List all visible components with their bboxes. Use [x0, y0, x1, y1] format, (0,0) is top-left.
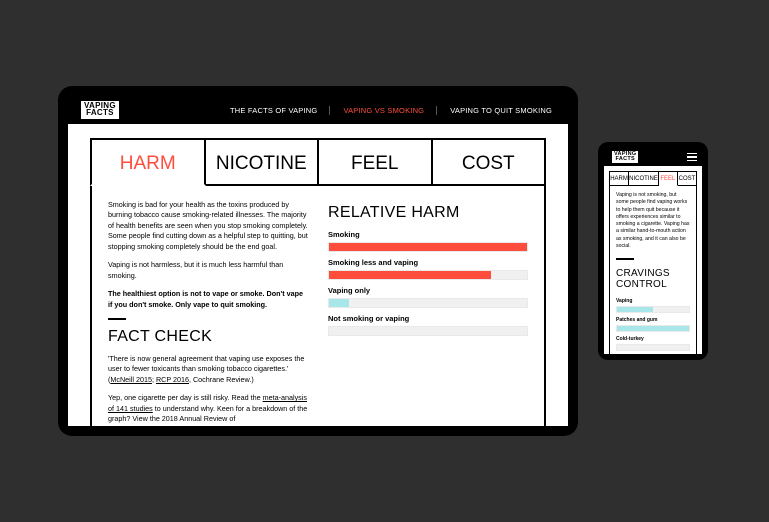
- tab-feel[interactable]: FEEL: [319, 138, 433, 186]
- logo[interactable]: VAPING FACTS: [80, 100, 120, 120]
- nav-quit[interactable]: VAPING TO QUIT SMOKING: [444, 106, 558, 115]
- phone-device: VAPING FACTS HARM NICOTINE FEEL COST Vap…: [598, 142, 708, 360]
- left-column: Smoking is bad for your health as the to…: [108, 200, 308, 426]
- logo-line2: FACTS: [84, 110, 116, 117]
- tab-nicotine[interactable]: NICOTINE: [206, 138, 320, 186]
- intro-para-3-strong: The healthiest option is not to vape or …: [108, 289, 303, 308]
- site-header: VAPING FACTS THE FACTS OF VAPING VAPING …: [68, 96, 568, 124]
- bar-track: [616, 325, 690, 332]
- primary-nav: THE FACTS OF VAPING VAPING VS SMOKING VA…: [224, 106, 558, 115]
- intro-para-3: The healthiest option is not to vape or …: [108, 289, 308, 310]
- logo-mobile-line2: FACTS: [614, 157, 636, 162]
- fact-para-1: 'There is now general agreement that vap…: [108, 354, 308, 385]
- bar-fill: [329, 299, 349, 307]
- tabs-row: HARM NICOTINE FEEL COST: [90, 138, 546, 186]
- intro-para-1: Smoking is bad for your health as the to…: [108, 200, 308, 252]
- tablet-device: VAPING FACTS THE FACTS OF VAPING VAPING …: [58, 86, 578, 436]
- phone-screen: VAPING FACTS HARM NICOTINE FEEL COST Vap…: [604, 148, 702, 354]
- bar-label: Cold-turkey: [616, 336, 690, 342]
- bar-track: [328, 270, 528, 280]
- mtab-harm[interactable]: HARM: [609, 171, 629, 186]
- mobile-tab-content: Vaping is not smoking, but some people f…: [609, 186, 697, 354]
- right-column: RELATIVE HARM Smoking Smoking less and va…: [328, 200, 528, 426]
- bar-label: Smoking less and vaping: [328, 258, 528, 267]
- bar-fill: [617, 307, 653, 312]
- mtab-cost[interactable]: COST: [678, 171, 697, 186]
- fact-link-mcneill[interactable]: McNeill 2015: [110, 375, 152, 384]
- fact-p1-b: , Cochrane Review.): [189, 375, 254, 384]
- fact-p2-a: Yep, one cigarette per day is still risk…: [108, 393, 263, 402]
- bar-label: Smoking: [328, 230, 528, 239]
- bar-label: Vaping: [616, 298, 690, 304]
- tablet-screen: VAPING FACTS THE FACTS OF VAPING VAPING …: [68, 96, 568, 426]
- menu-icon[interactable]: [687, 153, 697, 162]
- bar-label: Vaping only: [328, 286, 528, 295]
- fact-check-heading: FACT CHECK: [108, 318, 308, 346]
- tab-content: Smoking is bad for your health as the to…: [90, 186, 546, 426]
- tab-cost[interactable]: COST: [433, 138, 547, 186]
- nav-vs-smoking[interactable]: VAPING VS SMOKING: [337, 106, 430, 115]
- bar-label: Patches and gum: [616, 317, 690, 323]
- fact-para-2: Yep, one cigarette per day is still risk…: [108, 393, 308, 424]
- bar-track: [328, 298, 528, 308]
- bar-fill: [617, 326, 689, 331]
- site-header-mobile: VAPING FACTS: [604, 148, 702, 166]
- fact-link-rcp[interactable]: RCP 2016: [156, 375, 189, 384]
- bar-track: [328, 242, 528, 252]
- bar-fill: [329, 271, 491, 279]
- cravings-heading: CRAVINGS CONTROL: [616, 258, 690, 290]
- mtab-nicotine[interactable]: NICOTINE: [629, 171, 659, 186]
- intro-para-2: Vaping is not harmless, but it is much l…: [108, 260, 308, 281]
- cravings-chart: Vaping Patches and gum Cold-turkey: [616, 298, 690, 351]
- bar-track: [328, 326, 528, 336]
- bar-fill: [329, 243, 527, 251]
- bar-label: Not smoking or vaping: [328, 314, 528, 323]
- page-body: HARM NICOTINE FEEL COST Smoking is bad f…: [68, 124, 568, 426]
- nav-facts[interactable]: THE FACTS OF VAPING: [224, 106, 323, 115]
- logo-mobile[interactable]: VAPING FACTS: [611, 150, 639, 163]
- tabs-row-mobile: HARM NICOTINE FEEL COST: [609, 171, 697, 186]
- bar-track: [616, 344, 690, 351]
- tab-harm[interactable]: HARM: [90, 138, 206, 186]
- bar-track: [616, 306, 690, 313]
- relative-harm-heading: RELATIVE HARM: [328, 204, 528, 222]
- mobile-intro: Vaping is not smoking, but some people f…: [616, 192, 690, 250]
- mtab-feel[interactable]: FEEL: [659, 171, 678, 186]
- relative-harm-chart: Smoking Smoking less and vaping Vaping onl…: [328, 230, 528, 336]
